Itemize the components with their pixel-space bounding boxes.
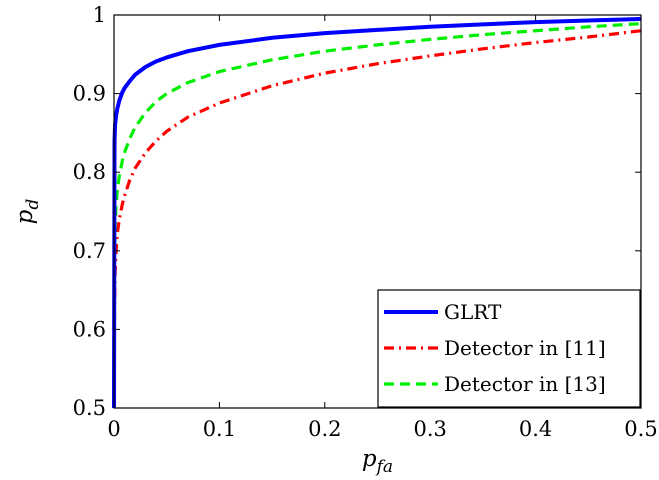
tick-labels: 0 0.1 0.2 0.3 0.4 0.5 0.5 0.6 0.7 0.8 0.9 1 [73, 3, 658, 441]
y-tick-label: 0.5 [73, 396, 106, 420]
y-tick-label: 1 [93, 3, 106, 27]
x-tick-label: 0.2 [308, 417, 341, 441]
legend-label: Detector in [11] [444, 336, 606, 360]
y-axis-label: pd [12, 199, 43, 225]
legend-label: Detector in [13] [444, 372, 606, 396]
x-axis-label: pfa [362, 446, 393, 477]
series-line-3 [112, 22, 642, 409]
legend-label: GLRT [444, 300, 502, 324]
series-line-1 [112, 16, 642, 409]
legend: GLRT Detector in [11] Detector in [13] [377, 289, 641, 408]
y-tick-label: 0.6 [73, 317, 106, 341]
plot-lines [112, 16, 642, 409]
y-tick-label: 0.8 [73, 160, 106, 184]
x-tick-label: 0.4 [519, 417, 552, 441]
plot-frame [113, 14, 642, 409]
y-tick-label: 0.9 [73, 82, 106, 106]
x-tick-label: 0.5 [624, 417, 657, 441]
y-tick-label: 0.7 [73, 239, 106, 263]
x-tick-label: 0.1 [203, 417, 236, 441]
x-tick-label: 0 [107, 417, 120, 441]
x-tick-label: 0.3 [413, 417, 446, 441]
